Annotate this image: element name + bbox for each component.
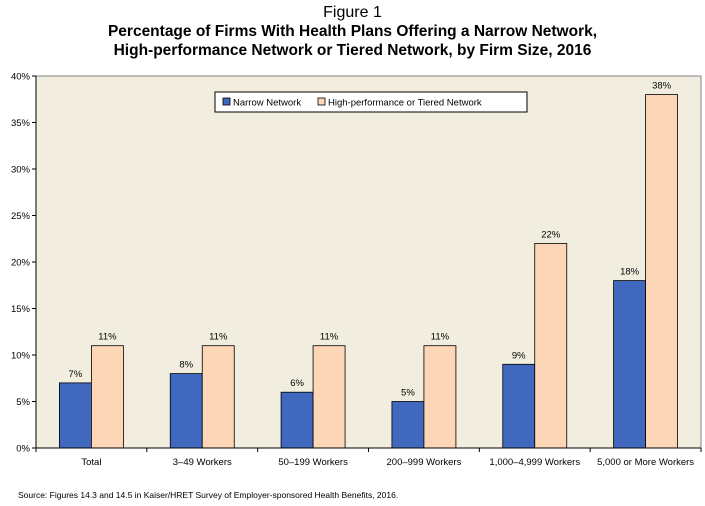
legend-swatch-tiered-network [317, 97, 326, 106]
figure-label: Figure 1 [323, 4, 382, 21]
y-tick-label: 0% [16, 444, 30, 455]
data-labels-group: 7% 11% 8% 11% 6% 11% 5% 11% 9% 22% 18% 38% [69, 81, 672, 399]
bars-group [59, 94, 678, 449]
bar-narrow-network [169, 373, 203, 449]
bar-tiered-network [312, 345, 346, 449]
chart-title-line-2: High-performance Network or Tiered Netwo… [113, 42, 592, 59]
data-label: 11% [98, 332, 117, 343]
y-axis: 0% 5% 10% 15% 20% 25% 30% 35% 40% [11, 72, 37, 455]
bar-tiered-network [645, 94, 678, 449]
legend-box [214, 91, 528, 113]
data-label: 6% [290, 378, 304, 389]
x-category-label: Total [81, 457, 101, 468]
source-note: Source: Figures 14.3 and 14.5 in Kaiser/… [18, 490, 399, 500]
bar-tiered-network [201, 345, 235, 449]
data-label: 38% [652, 81, 672, 92]
bar-tiered-network [423, 345, 457, 449]
y-tick-label: 35% [11, 118, 31, 129]
plot-area [35, 75, 702, 449]
y-tick-label: 15% [11, 304, 31, 315]
bar-narrow-network [502, 363, 536, 449]
bar-narrow-network [391, 401, 425, 449]
bar-narrow-network [59, 382, 92, 449]
bar-chart: 0% 5% 10% 15% 20% 25% 30% 35% 40% 7% 11% 8% 11% 6% 11… [11, 72, 702, 468]
bar-narrow-network [613, 280, 646, 449]
data-label: 5% [401, 388, 415, 399]
y-tick-label: 25% [11, 211, 31, 222]
y-tick-label: 30% [11, 165, 31, 176]
x-category-label: 50–199 Workers [278, 457, 348, 468]
data-label: 7% [69, 369, 83, 380]
x-category-label: 3–49 Workers [173, 457, 232, 468]
legend-swatch-narrow-network [222, 97, 231, 106]
data-label: 9% [512, 350, 526, 361]
y-tick-label: 5% [16, 397, 30, 408]
data-label: 11% [431, 332, 450, 343]
bar-narrow-network [280, 391, 314, 449]
data-label: 11% [209, 332, 228, 343]
bar-tiered-network [91, 345, 124, 449]
x-category-label: 200–999 Workers [387, 457, 462, 468]
chart-title: Percentage of Firms With Health Plans Of… [0, 22, 705, 60]
y-tick-label: 10% [11, 351, 31, 362]
data-label: 22% [541, 229, 561, 240]
x-category-label: 5,000 or More Workers [597, 457, 694, 468]
legend-label: High-performance or Tiered Network [328, 98, 482, 109]
y-tick-label: 20% [11, 258, 31, 269]
data-label: 11% [320, 332, 339, 343]
data-label: 8% [179, 360, 193, 371]
x-category-label: 1,000–4,999 Workers [489, 457, 580, 468]
legend: Narrow Network High-performance or Tiered… [214, 91, 528, 113]
chart-title-line-1: Percentage of Firms With Health Plans Of… [107, 23, 598, 40]
y-tick-label: 40% [11, 72, 31, 83]
data-label: 18% [620, 267, 640, 278]
legend-label: Narrow Network [233, 98, 301, 109]
bar-tiered-network [534, 242, 568, 449]
x-axis: Total 3–49 Workers 50–199 Workers 200–999 W… [35, 447, 702, 468]
